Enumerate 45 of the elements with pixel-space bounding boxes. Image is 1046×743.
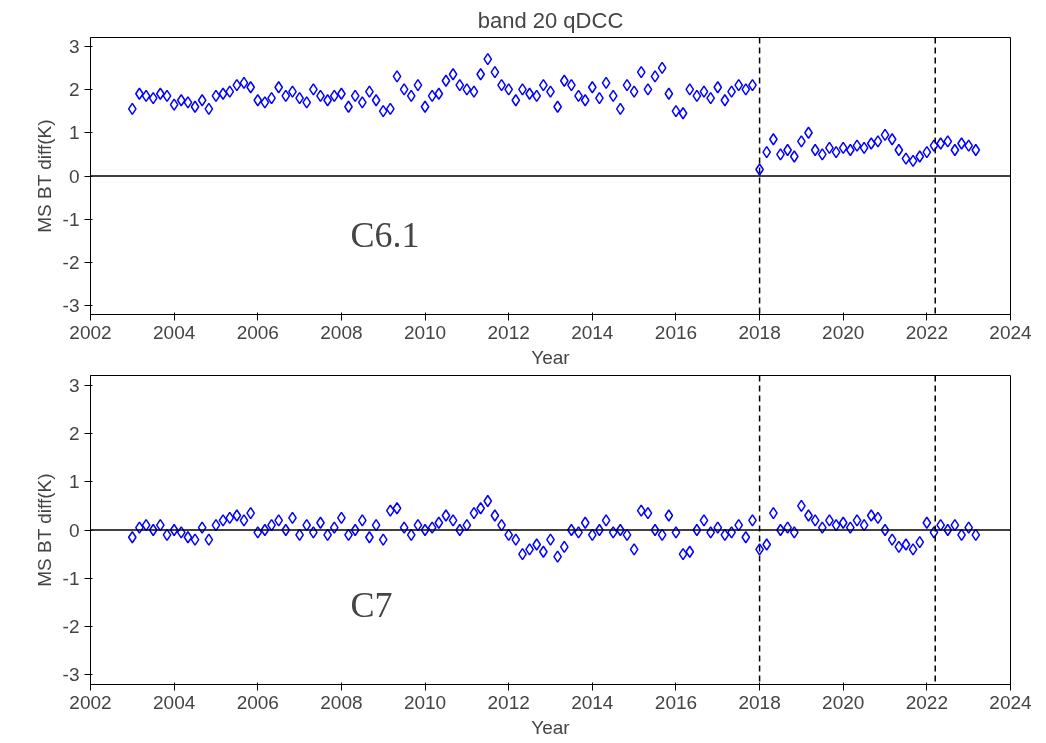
x-axis-title: Year [531, 716, 571, 738]
y-tick-label: 0 [68, 165, 80, 187]
x-tick-label: 2006 [236, 691, 279, 713]
y-tick-label: -1 [62, 567, 80, 589]
x-tick-label: 2004 [153, 691, 196, 713]
x-tick-label: 2002 [69, 691, 112, 713]
x-tick-label: 2024 [989, 691, 1033, 713]
x-axis-title: Year [531, 346, 571, 368]
y-tick-label: 0 [68, 519, 80, 541]
x-tick-label: 2022 [905, 691, 949, 713]
x-tick-label: 2014 [571, 321, 614, 343]
x-tick-label: 2008 [320, 321, 363, 343]
x-tick-label: 2020 [822, 321, 865, 343]
y-tick-label: 2 [68, 78, 80, 100]
x-tick-label: 2002 [69, 321, 112, 343]
x-tick-label: 2016 [654, 691, 698, 713]
y-tick-label: -1 [62, 208, 80, 230]
y-tick-label: -3 [62, 664, 80, 686]
y-tick-label: 1 [68, 471, 80, 493]
x-tick-label: 2024 [989, 321, 1033, 343]
chart-title: band 20 qDCC [477, 7, 624, 33]
x-tick-label: 2018 [738, 321, 781, 343]
annotation: C7 [350, 584, 393, 625]
y-axis-title: MS BT diff(K) [33, 473, 55, 587]
x-tick-label: 2018 [738, 691, 781, 713]
y-tick-label: -3 [62, 295, 80, 317]
y-axis-title: MS BT diff(K) [33, 119, 55, 233]
x-tick-label: 2010 [403, 691, 447, 713]
x-tick-label: 2012 [487, 321, 530, 343]
x-tick-label: 2016 [654, 321, 698, 343]
annotation: C6.1 [350, 214, 420, 255]
x-tick-label: 2010 [403, 321, 447, 343]
x-tick-label: 2014 [571, 691, 614, 713]
y-tick-label: 2 [68, 422, 80, 444]
y-tick-label: 3 [68, 374, 80, 396]
y-tick-label: -2 [62, 616, 80, 638]
x-tick-label: 2022 [905, 321, 949, 343]
y-tick-label: 1 [68, 122, 80, 144]
x-tick-label: 2012 [487, 691, 530, 713]
x-tick-label: 2006 [236, 321, 279, 343]
y-tick-label: -2 [62, 252, 80, 274]
x-tick-label: 2004 [153, 321, 196, 343]
x-tick-label: 2020 [822, 691, 865, 713]
x-tick-label: 2008 [320, 691, 363, 713]
y-tick-label: 3 [68, 35, 80, 57]
